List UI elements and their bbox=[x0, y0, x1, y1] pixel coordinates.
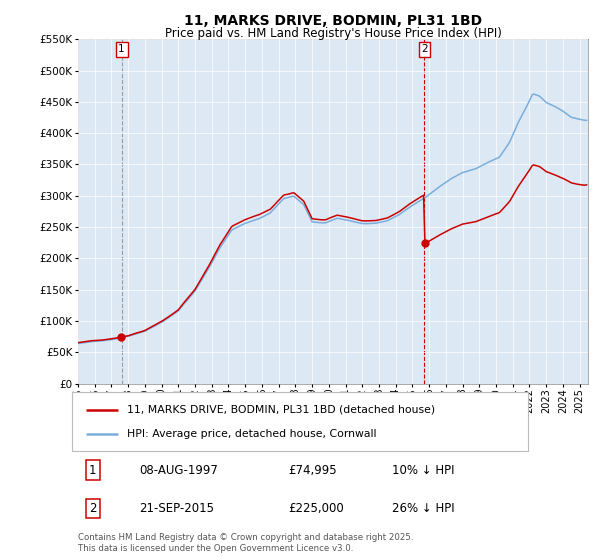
FancyBboxPatch shape bbox=[72, 392, 528, 451]
Text: £74,995: £74,995 bbox=[289, 464, 337, 477]
Text: Price paid vs. HM Land Registry's House Price Index (HPI): Price paid vs. HM Land Registry's House … bbox=[164, 27, 502, 40]
Text: Contains HM Land Registry data © Crown copyright and database right 2025.
This d: Contains HM Land Registry data © Crown c… bbox=[78, 533, 413, 553]
Text: 11, MARKS DRIVE, BODMIN, PL31 1BD (detached house): 11, MARKS DRIVE, BODMIN, PL31 1BD (detac… bbox=[127, 405, 435, 414]
Text: 2: 2 bbox=[89, 502, 97, 515]
Text: 21-SEP-2015: 21-SEP-2015 bbox=[139, 502, 214, 515]
Text: HPI: Average price, detached house, Cornwall: HPI: Average price, detached house, Corn… bbox=[127, 430, 376, 440]
Text: 1: 1 bbox=[89, 464, 97, 477]
Text: 2: 2 bbox=[421, 44, 428, 54]
Text: 1: 1 bbox=[118, 44, 125, 54]
Text: 26% ↓ HPI: 26% ↓ HPI bbox=[392, 502, 455, 515]
Text: 11, MARKS DRIVE, BODMIN, PL31 1BD: 11, MARKS DRIVE, BODMIN, PL31 1BD bbox=[184, 14, 482, 28]
Text: £225,000: £225,000 bbox=[289, 502, 344, 515]
Text: 10% ↓ HPI: 10% ↓ HPI bbox=[392, 464, 454, 477]
Text: 08-AUG-1997: 08-AUG-1997 bbox=[139, 464, 218, 477]
